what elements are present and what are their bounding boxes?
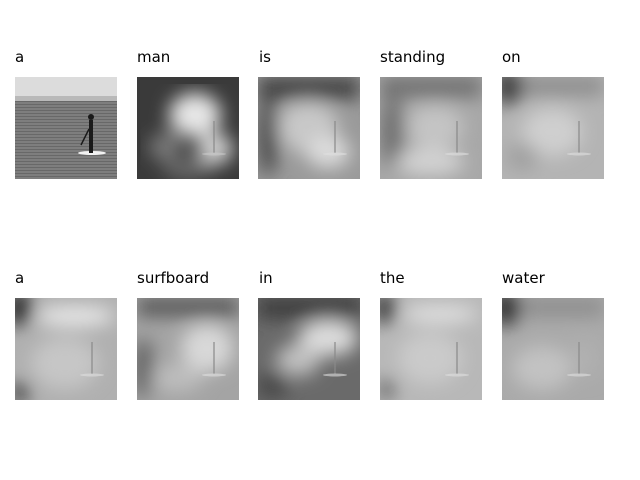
- attention-map-water: [502, 298, 604, 400]
- panel-title-8: in: [259, 269, 273, 287]
- panel-title-9: the: [380, 269, 405, 287]
- original-photo: [15, 77, 117, 179]
- attention-map-standing: [380, 77, 482, 179]
- panel-title-7: surfboard: [137, 269, 210, 287]
- panel-image-3: [258, 77, 360, 179]
- panel-title-3: is: [259, 48, 271, 66]
- panel-image-9: [380, 298, 482, 400]
- panel-title-6: a: [15, 269, 25, 287]
- attention-map-is: [258, 77, 360, 179]
- attention-map-on: [502, 77, 604, 179]
- attention-map-man: [137, 77, 239, 179]
- panel-title-10: water: [502, 269, 545, 287]
- panel-image-8: [258, 298, 360, 400]
- panel-title-4: standing: [380, 48, 446, 66]
- panel-title-2: man: [137, 48, 171, 66]
- attention-map-in: [258, 298, 360, 400]
- panel-image-1: [15, 77, 117, 179]
- panel-image-5: [502, 77, 604, 179]
- panel-title-5: on: [502, 48, 521, 66]
- attention-map-a: [15, 298, 117, 400]
- panel-image-4: [380, 77, 482, 179]
- panel-image-2: [137, 77, 239, 179]
- attention-map-the: [380, 298, 482, 400]
- panel-image-6: [15, 298, 117, 400]
- attention-map-surfboard: [137, 298, 239, 400]
- panel-title-1: a: [15, 48, 25, 66]
- panel-image-7: [137, 298, 239, 400]
- panel-image-10: [502, 298, 604, 400]
